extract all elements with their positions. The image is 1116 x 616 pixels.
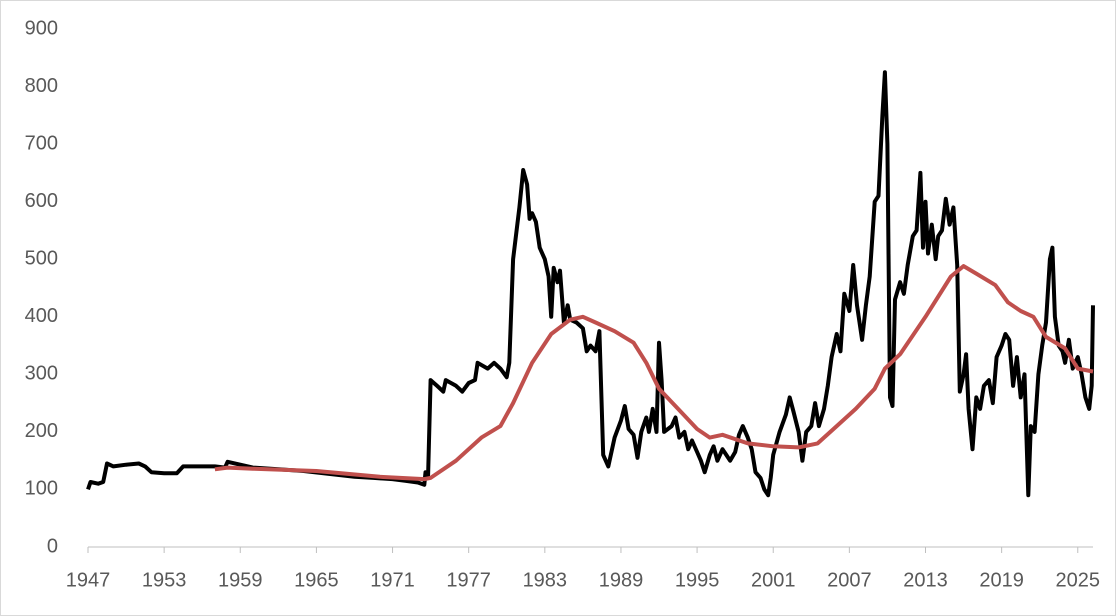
x-tick-label: 1971 bbox=[370, 569, 415, 591]
y-tick-label: 300 bbox=[25, 363, 58, 385]
x-tick-label: 1965 bbox=[294, 569, 339, 591]
y-tick-label: 500 bbox=[25, 248, 58, 270]
x-tick-label: 1989 bbox=[599, 569, 644, 591]
x-tick-label: 1995 bbox=[675, 569, 720, 591]
y-tick-label: 600 bbox=[25, 190, 58, 212]
x-tick-label: 2019 bbox=[979, 569, 1024, 591]
x-tick-label: 2007 bbox=[827, 569, 872, 591]
y-tick-label: 100 bbox=[25, 478, 58, 500]
y-tick-label: 400 bbox=[25, 305, 58, 327]
x-tick-label: 1953 bbox=[142, 569, 187, 591]
x-tick-label: 2013 bbox=[903, 569, 948, 591]
y-tick-label: 800 bbox=[25, 75, 58, 97]
x-tick-label: 1959 bbox=[218, 569, 263, 591]
line-series bbox=[214, 264, 1094, 482]
x-tick-label: 1977 bbox=[446, 569, 491, 591]
x-tick-label: 2025 bbox=[1056, 569, 1101, 591]
line-series bbox=[86, 70, 1095, 498]
y-tick-label: 0 bbox=[47, 535, 58, 557]
x-tick-label: 1947 bbox=[66, 569, 111, 591]
x-tick-label: 1983 bbox=[523, 569, 568, 591]
x-tick-label: 2001 bbox=[751, 569, 796, 591]
y-tick-label: 700 bbox=[25, 132, 58, 154]
y-tick-label: 200 bbox=[25, 420, 58, 442]
y-tick-label: 900 bbox=[25, 17, 58, 39]
